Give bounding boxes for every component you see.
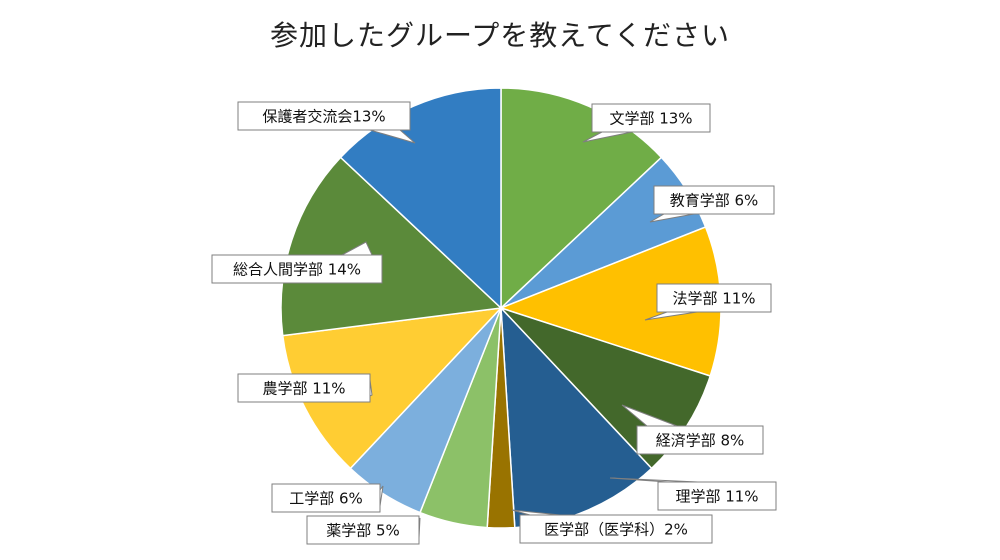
label-box (211, 254, 383, 284)
label-box (237, 101, 411, 131)
pie-slice (281, 306, 503, 470)
pie-slice (339, 87, 502, 310)
data-label: 医学部（医学科）2% (511, 509, 713, 544)
pie-slices (280, 87, 722, 529)
label-text: 農学部 11% (262, 380, 345, 398)
label-text: 保護者交流会13% (262, 108, 385, 126)
label-box (306, 515, 420, 545)
label-text: 医学部（医学科）2% (544, 521, 688, 539)
pie-labels: 文学部 13% 教育学部 6% 法学部 11% 経済学部 8% 理学部 11% 医学部（医… (211, 101, 777, 545)
pie-slice (280, 156, 503, 337)
pie-slice (500, 87, 663, 310)
label-box (271, 483, 381, 513)
label-box (636, 425, 764, 455)
data-label: 薬学部 5% (306, 515, 421, 545)
label-text: 工学部 6% (289, 490, 363, 508)
label-text: 経済学部 8% (656, 432, 745, 450)
label-text: 薬学部 5% (326, 522, 400, 540)
data-label: 農学部 11% (237, 373, 373, 403)
data-label: 工学部 6% (271, 483, 384, 513)
data-label: 文学部 13% (582, 103, 711, 143)
label-box (653, 185, 775, 215)
label-text: 教育学部 6% (670, 192, 759, 210)
label-box (237, 373, 371, 403)
label-box (656, 283, 772, 313)
data-label: 教育学部 6% (649, 185, 775, 223)
label-box (591, 103, 711, 133)
data-label: 経済学部 8% (621, 404, 764, 455)
data-label: 理学部 11% (609, 477, 777, 511)
label-box (657, 481, 777, 511)
data-label: 総合人間学部 14% (211, 241, 383, 284)
label-box (519, 514, 713, 544)
chart-title: 参加したグループを教えてください (269, 19, 731, 52)
label-text: 理学部 11% (675, 488, 758, 506)
label-text: 総合人間学部 14% (233, 261, 361, 279)
label-text: 文学部 13% (609, 110, 692, 128)
data-label: 法学部 11% (644, 283, 772, 321)
label-text: 法学部 11% (672, 290, 755, 308)
data-label: 保護者交流会13% (237, 101, 416, 144)
